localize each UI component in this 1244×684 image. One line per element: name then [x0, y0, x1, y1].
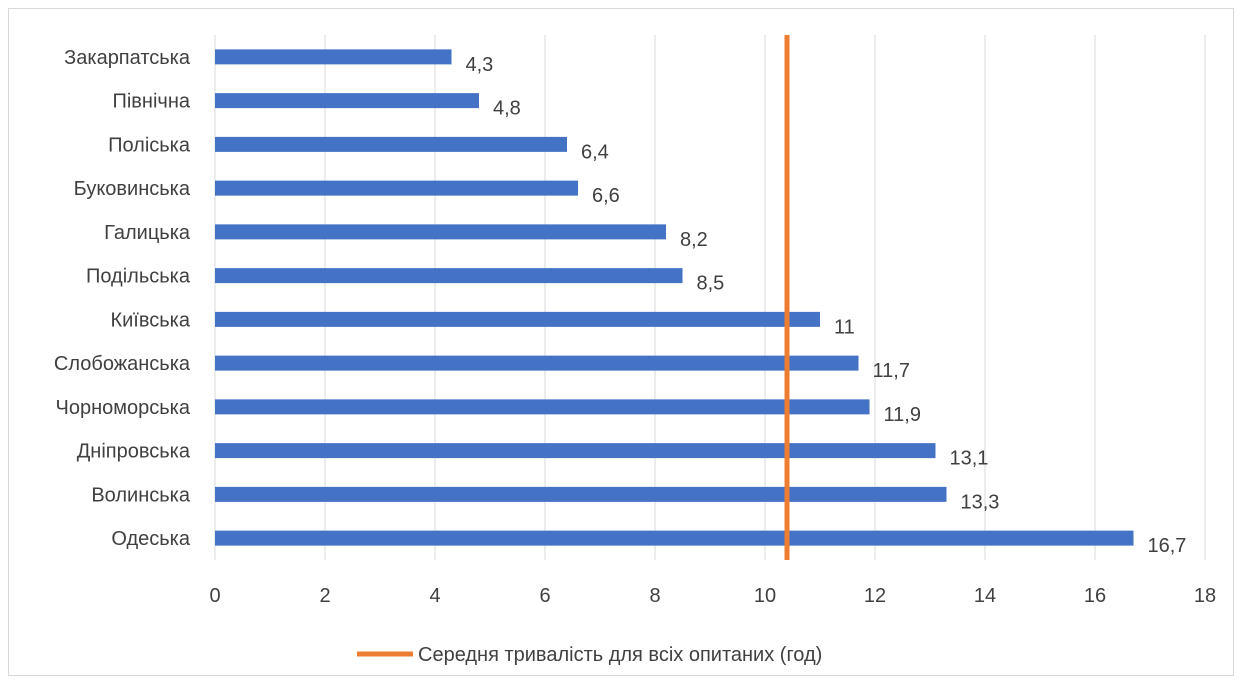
- category-label-5: Подільська: [86, 266, 191, 288]
- category-label-8: Чорноморська: [56, 397, 191, 419]
- bar-7: [215, 355, 859, 371]
- legend-label: Середня тривалість для всіх опитаних (го…: [418, 644, 822, 666]
- data-label-5: 8,5: [697, 273, 725, 295]
- data-label-4: 8,2: [680, 229, 708, 251]
- category-label-7: Слобожанська: [54, 353, 191, 375]
- category-label-4: Галицька: [104, 222, 191, 244]
- data-label-3: 6,6: [592, 185, 620, 207]
- x-tick-label-12: 12: [864, 585, 886, 607]
- x-tick-label-18: 18: [1194, 585, 1216, 607]
- x-tick-label-16: 16: [1084, 585, 1106, 607]
- x-tick-label-14: 14: [974, 585, 996, 607]
- category-label-2: Поліська: [108, 134, 191, 156]
- bar-6: [215, 311, 820, 327]
- category-labels: Закарпатська Північна Поліська Буковинська Г…: [54, 47, 191, 550]
- data-label-8: 11,9: [884, 404, 921, 426]
- category-label-0: Закарпатська: [64, 47, 191, 69]
- data-label-7: 11,7: [873, 360, 910, 382]
- x-tick-label-6: 6: [539, 585, 550, 607]
- x-tick-labels: 0 2 4 6 8 10 12 14 16 18: [209, 585, 1216, 607]
- bar-1: [215, 93, 479, 109]
- legend: Середня тривалість для всіх опитаних (го…: [357, 644, 822, 666]
- category-label-11: Одеська: [111, 528, 191, 550]
- category-label-10: Волинська: [91, 484, 191, 506]
- bar-8: [215, 399, 870, 415]
- bar-3: [215, 180, 578, 196]
- category-label-9: Дніпровська: [77, 441, 191, 463]
- category-label-3: Буковинська: [74, 178, 191, 200]
- data-label-1: 4,8: [493, 98, 521, 120]
- data-label-10: 13,3: [961, 491, 1000, 513]
- bar-0: [215, 49, 452, 65]
- bar-5: [215, 268, 683, 284]
- data-label-11: 16,7: [1148, 535, 1187, 557]
- data-label-9: 13,1: [950, 448, 989, 470]
- data-label-2: 6,4: [581, 141, 609, 163]
- bars: [215, 49, 1134, 546]
- x-tick-label-4: 4: [429, 585, 440, 607]
- data-labels: 4,3 4,8 6,4 6,6 8,2 8,5 11 11,7 11,9 13,1 13,3 16,7: [466, 54, 1187, 557]
- x-tick-label-10: 10: [754, 585, 776, 607]
- bar-11: [215, 530, 1134, 546]
- bar-9: [215, 443, 936, 459]
- bar-10: [215, 486, 947, 502]
- category-label-1: Північна: [112, 91, 190, 113]
- bar-4: [215, 224, 666, 240]
- x-tick-label-0: 0: [209, 585, 220, 607]
- x-tick-label-2: 2: [319, 585, 330, 607]
- x-tick-label-8: 8: [649, 585, 660, 607]
- gridlines: [214, 35, 1206, 560]
- category-label-6: Київська: [110, 309, 190, 331]
- data-label-6: 11: [834, 316, 855, 338]
- data-label-0: 4,3: [466, 54, 494, 76]
- bar-2: [215, 136, 567, 152]
- chart-frame: [8, 8, 1234, 676]
